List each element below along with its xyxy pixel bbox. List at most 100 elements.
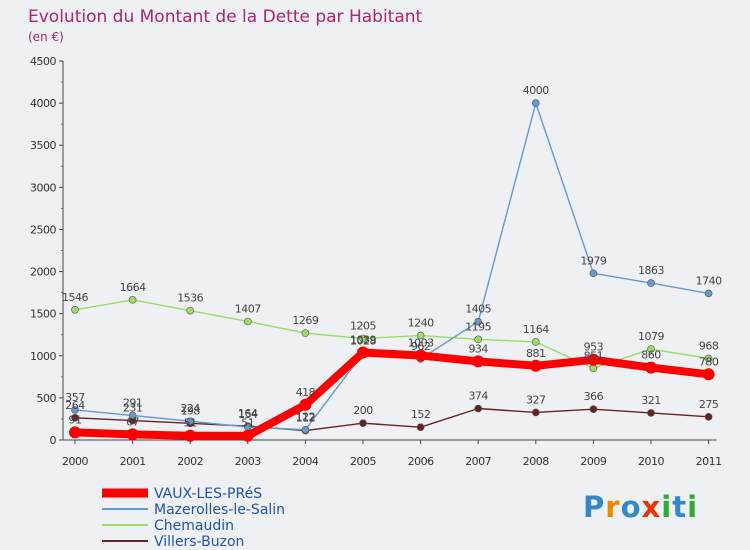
data-point <box>531 338 540 346</box>
chart-subtitle: (en €) <box>28 30 64 44</box>
data-point <box>589 364 598 373</box>
data-label: 321 <box>641 394 661 407</box>
data-label: 860 <box>641 349 661 362</box>
data-point <box>186 306 194 315</box>
y-tick-label: 2000 <box>30 266 56 279</box>
proxiti-logo: Proxiti <box>583 490 698 524</box>
data-label: 1039 <box>350 333 376 346</box>
data-label: 224 <box>180 402 200 415</box>
data-label: 1205 <box>350 320 376 333</box>
x-tick-label: 2011 <box>696 455 722 468</box>
data-point <box>647 345 655 353</box>
legend-label: Chemaudin <box>154 518 234 534</box>
x-tick-label: 2008 <box>523 455 549 468</box>
data-label: 780 <box>699 355 719 368</box>
x-tick-label: 2005 <box>350 455 376 468</box>
data-point <box>702 368 715 381</box>
logo-letter: i <box>661 490 672 524</box>
y-tick-label: 1000 <box>30 350 56 363</box>
data-point <box>414 349 427 362</box>
data-point <box>299 398 312 411</box>
data-label: 91 <box>69 413 82 426</box>
data-label: 851 <box>584 349 604 362</box>
series-labels: 1546 1664 1536 1407 1269 1205 1240 1195 1164 851 1… <box>62 84 723 430</box>
data-point <box>71 413 79 422</box>
data-point <box>186 417 194 425</box>
data-point <box>474 317 483 326</box>
data-label: 67 <box>126 415 139 428</box>
x-tick-label: 2001 <box>120 455 146 468</box>
data-label: 1164 <box>523 323 549 336</box>
data-point <box>416 331 425 340</box>
data-label: 418 <box>296 386 316 399</box>
series-line-3 <box>74 407 710 432</box>
y-tick-label: 4500 <box>30 55 56 68</box>
data-point <box>647 279 655 287</box>
legend-label: VAUX-LES-PRéS <box>154 486 262 502</box>
x-tick-label: 2010 <box>638 455 664 468</box>
data-label: 962 <box>411 340 431 353</box>
data-label: 1405 <box>465 303 491 316</box>
y-tick-label: 3000 <box>30 181 56 194</box>
data-label: 1863 <box>638 264 664 277</box>
logo-letter: t <box>672 490 687 524</box>
data-point <box>645 361 657 374</box>
data-label: 51 <box>241 417 254 430</box>
legend: VAUX-LES-PRéSMazerolles-le-SalinChemaudi… <box>102 486 285 550</box>
logo-letter: x <box>642 490 662 524</box>
data-label: 1028 <box>350 334 376 347</box>
data-point <box>589 269 598 278</box>
data-point <box>128 296 137 304</box>
data-point <box>71 305 79 314</box>
data-point <box>704 289 713 298</box>
logo-letter: r <box>605 490 620 524</box>
data-label: 275 <box>699 398 719 411</box>
data-point <box>531 408 540 417</box>
data-label: 1536 <box>177 292 203 305</box>
data-label: 200 <box>353 404 373 417</box>
data-label: 152 <box>411 408 431 421</box>
series-line-0 <box>71 348 713 440</box>
legend-label: Mazerolles-le-Salin <box>154 502 285 518</box>
logo-letter: i <box>687 490 698 524</box>
data-label: 198 <box>180 404 200 417</box>
y-tick-label: 1500 <box>30 308 56 321</box>
data-label: 264 <box>65 399 85 412</box>
data-point <box>531 99 540 107</box>
series-points <box>69 99 715 442</box>
logo-letter: P <box>583 490 605 524</box>
series-line-2 <box>74 299 710 370</box>
data-label: 1740 <box>696 274 722 287</box>
x-tick-label: 2006 <box>408 455 434 468</box>
data-point <box>184 429 197 442</box>
data-label: 327 <box>526 393 546 406</box>
data-label: 968 <box>699 339 719 352</box>
data-point <box>241 429 254 442</box>
data-point <box>69 426 81 439</box>
legend-label: Villers-Buzon <box>154 534 244 550</box>
y-tick-label: 4000 <box>30 97 56 110</box>
axes: 0 500 1000 1500 2000 2500 3000 3500 4000 4500 2000… <box>30 55 722 468</box>
data-point <box>301 425 310 434</box>
data-point <box>529 359 542 372</box>
data-label: 1546 <box>62 291 88 304</box>
x-tick-label: 2002 <box>177 455 203 468</box>
data-label: 934 <box>468 342 488 355</box>
x-tick-label: 2004 <box>292 455 318 468</box>
x-tick-label: 2007 <box>465 455 491 468</box>
data-point <box>647 409 655 417</box>
data-point <box>71 406 79 414</box>
data-label: 881 <box>526 347 546 360</box>
data-label: 357 <box>65 391 85 404</box>
logo-letter: o <box>621 490 642 524</box>
data-label: 366 <box>584 390 604 403</box>
data-label: 1269 <box>292 314 318 327</box>
data-point <box>126 428 139 441</box>
data-point <box>704 413 713 421</box>
data-point <box>474 335 483 344</box>
data-label: 1195 <box>465 320 491 333</box>
data-point <box>128 411 137 420</box>
data-point <box>589 405 598 413</box>
data-point <box>359 419 367 427</box>
